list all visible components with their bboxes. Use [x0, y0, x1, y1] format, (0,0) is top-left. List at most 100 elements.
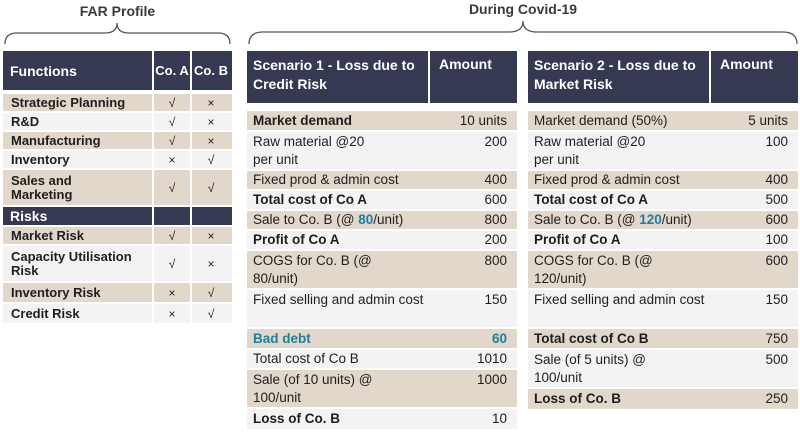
far-table: Functions Co. A Co. B Strategic Planning… — [3, 51, 232, 325]
row-label: Fixed prod & admin cost — [253, 172, 399, 187]
row-value: 800 — [484, 253, 507, 268]
co-a-mark: × — [154, 304, 192, 323]
table-row: Sale to Co. B (@ 120/unit) 600 — [528, 211, 798, 231]
row-label: Profit of Co A — [253, 232, 340, 247]
table-row: Sale (of 10 units) @ 100/unit 1000 — [247, 370, 517, 409]
table-row: Inventory Risk × √ — [3, 283, 232, 304]
row-value: 10 — [491, 411, 507, 426]
co-a-mark: √ — [154, 170, 192, 205]
function-name: R&D — [3, 113, 154, 130]
row-label: Market demand (50%) — [534, 112, 668, 128]
row-value: 600 — [765, 212, 788, 227]
row-label: Market demand — [253, 112, 353, 128]
row-label: COGS for Co. B (@ 80/unit) — [253, 253, 372, 286]
scenario-1-table: Scenario 1 - Loss due to Credit Risk Amo… — [247, 51, 517, 431]
table-row: Sale to Co. B (@ 80/unit) 800 — [247, 211, 517, 231]
scenario-1-title: Scenario 1 - Loss due to Credit Risk — [247, 51, 430, 103]
row-label: Sale to Co. B (@ 120/unit) — [528, 211, 711, 229]
co-b-mark: √ — [207, 306, 215, 321]
functions-header: Functions — [3, 51, 154, 90]
label-text: Sale to Co. B (@ — [534, 212, 640, 227]
far-brace — [4, 22, 231, 45]
co-b-mark: × — [207, 133, 215, 148]
co-b-mark: √ — [207, 285, 215, 300]
table-row: Profit of Co A 200 — [247, 231, 517, 251]
row-value: 150 — [484, 292, 507, 307]
co-b-mark: × — [207, 256, 215, 271]
scenario-2-amount-header: Amount — [720, 56, 773, 72]
table-row: Sales and Marketing √ √ — [3, 170, 232, 207]
far-profile-title: FAR Profile — [79, 3, 156, 19]
far-header-row: Functions Co. A Co. B — [3, 51, 232, 94]
price-highlight: 120 — [639, 212, 662, 227]
row-value: 10 units — [459, 112, 507, 128]
row-value: 600 — [765, 253, 788, 268]
table-row: Manufacturing √ × — [3, 132, 232, 151]
function-name: Manufacturing — [3, 132, 154, 149]
table-row: Inventory × √ — [3, 151, 232, 170]
header-gap — [247, 103, 517, 111]
row-value: 60 — [491, 330, 507, 346]
row-value: 500 — [765, 352, 788, 367]
price-highlight: 80 — [358, 212, 374, 227]
row-value: 150 — [765, 292, 788, 307]
row-value: 100 — [765, 232, 788, 247]
row-value: 200 — [484, 134, 507, 149]
risk-name: Capacity Utilisation Risk — [3, 246, 154, 281]
row-label: Raw material @20 per unit — [534, 134, 646, 167]
row-value: 5 units — [748, 112, 788, 128]
table-row: Loss of Co. B 250 — [528, 389, 798, 411]
function-name: Sales and Marketing — [3, 170, 154, 205]
row-label: Total cost of Co A — [253, 192, 367, 207]
label-text: Sale to Co. B (@ — [253, 212, 359, 227]
row-value: 200 — [484, 232, 507, 247]
row-value: 750 — [765, 330, 788, 346]
co-b-mark: × — [207, 114, 215, 129]
row-label: Sale (of 5 units) @ 100/unit — [534, 352, 647, 385]
function-name: Inventory — [3, 151, 154, 168]
row-label: Bad debt — [253, 330, 311, 346]
table-row: Capacity Utilisation Risk √ × — [3, 246, 232, 283]
covid-brace — [248, 20, 798, 45]
row-value: 1000 — [476, 372, 507, 387]
table-row: Loss of Co. B 10 — [247, 409, 517, 431]
co-a-mark: × — [154, 283, 192, 302]
co-b-mark: × — [207, 95, 215, 110]
co-a-mark: × — [154, 151, 192, 168]
row-value: 250 — [765, 391, 788, 406]
co-a-mark: √ — [154, 227, 192, 244]
table-row: Sale (of 5 units) @ 100/unit 500 — [528, 350, 798, 389]
co-a-header: Co. A — [154, 51, 192, 90]
row-label: Fixed selling and admin cost — [534, 292, 705, 307]
table-row: COGS for Co. B (@ 120/unit) 600 — [528, 251, 798, 290]
row-label: Loss of Co. B — [253, 411, 340, 426]
row-label: Sale (of 10 units) @ 100/unit — [253, 372, 373, 405]
table-row: Fixed selling and admin cost 150 — [247, 290, 517, 329]
co-b-header: Co. B — [194, 62, 228, 78]
row-value: 100 — [765, 134, 788, 149]
risk-name: Market Risk — [3, 227, 154, 244]
table-row: Market Risk √ × — [3, 227, 232, 246]
scenario-2-table: Scenario 2 - Loss due to Market Risk Amo… — [528, 51, 798, 411]
row-label: Sale to Co. B (@ 80/unit) — [247, 211, 430, 229]
table-row: Credit Risk × √ — [3, 304, 232, 325]
table-row: Fixed selling and admin cost 150 — [528, 290, 798, 329]
risk-name: Inventory Risk — [3, 283, 154, 302]
table-row: Raw material @20 per unit 100 — [528, 132, 798, 171]
row-value: 400 — [765, 172, 788, 187]
row-value: 600 — [484, 192, 507, 207]
row-label: Raw material @20 per unit — [253, 134, 365, 167]
row-label: Profit of Co A — [534, 232, 621, 247]
header-gap — [528, 103, 798, 111]
risks-header-row: Risks — [3, 207, 232, 227]
co-a-mark: √ — [154, 246, 192, 281]
function-name: Strategic Planning — [3, 94, 154, 111]
risks-header-spacer — [192, 207, 230, 225]
label-text: /unit) — [661, 212, 692, 227]
row-label: Total cost of Co B — [253, 351, 359, 366]
row-label: Total cost of Co B — [534, 330, 649, 346]
row-value: 800 — [484, 212, 507, 227]
table-row: Strategic Planning √ × — [3, 94, 232, 113]
table-row: COGS for Co. B (@ 80/unit) 800 — [247, 251, 517, 290]
table-row: Raw material @20 per unit 200 — [247, 132, 517, 171]
